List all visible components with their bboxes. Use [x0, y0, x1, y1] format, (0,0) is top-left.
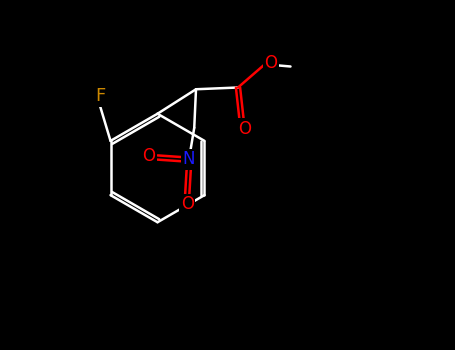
Text: O: O — [264, 54, 277, 72]
Text: O: O — [181, 195, 194, 213]
Text: O: O — [238, 120, 251, 138]
Text: N: N — [183, 150, 195, 168]
Text: O: O — [142, 147, 155, 166]
Text: F: F — [95, 87, 105, 105]
